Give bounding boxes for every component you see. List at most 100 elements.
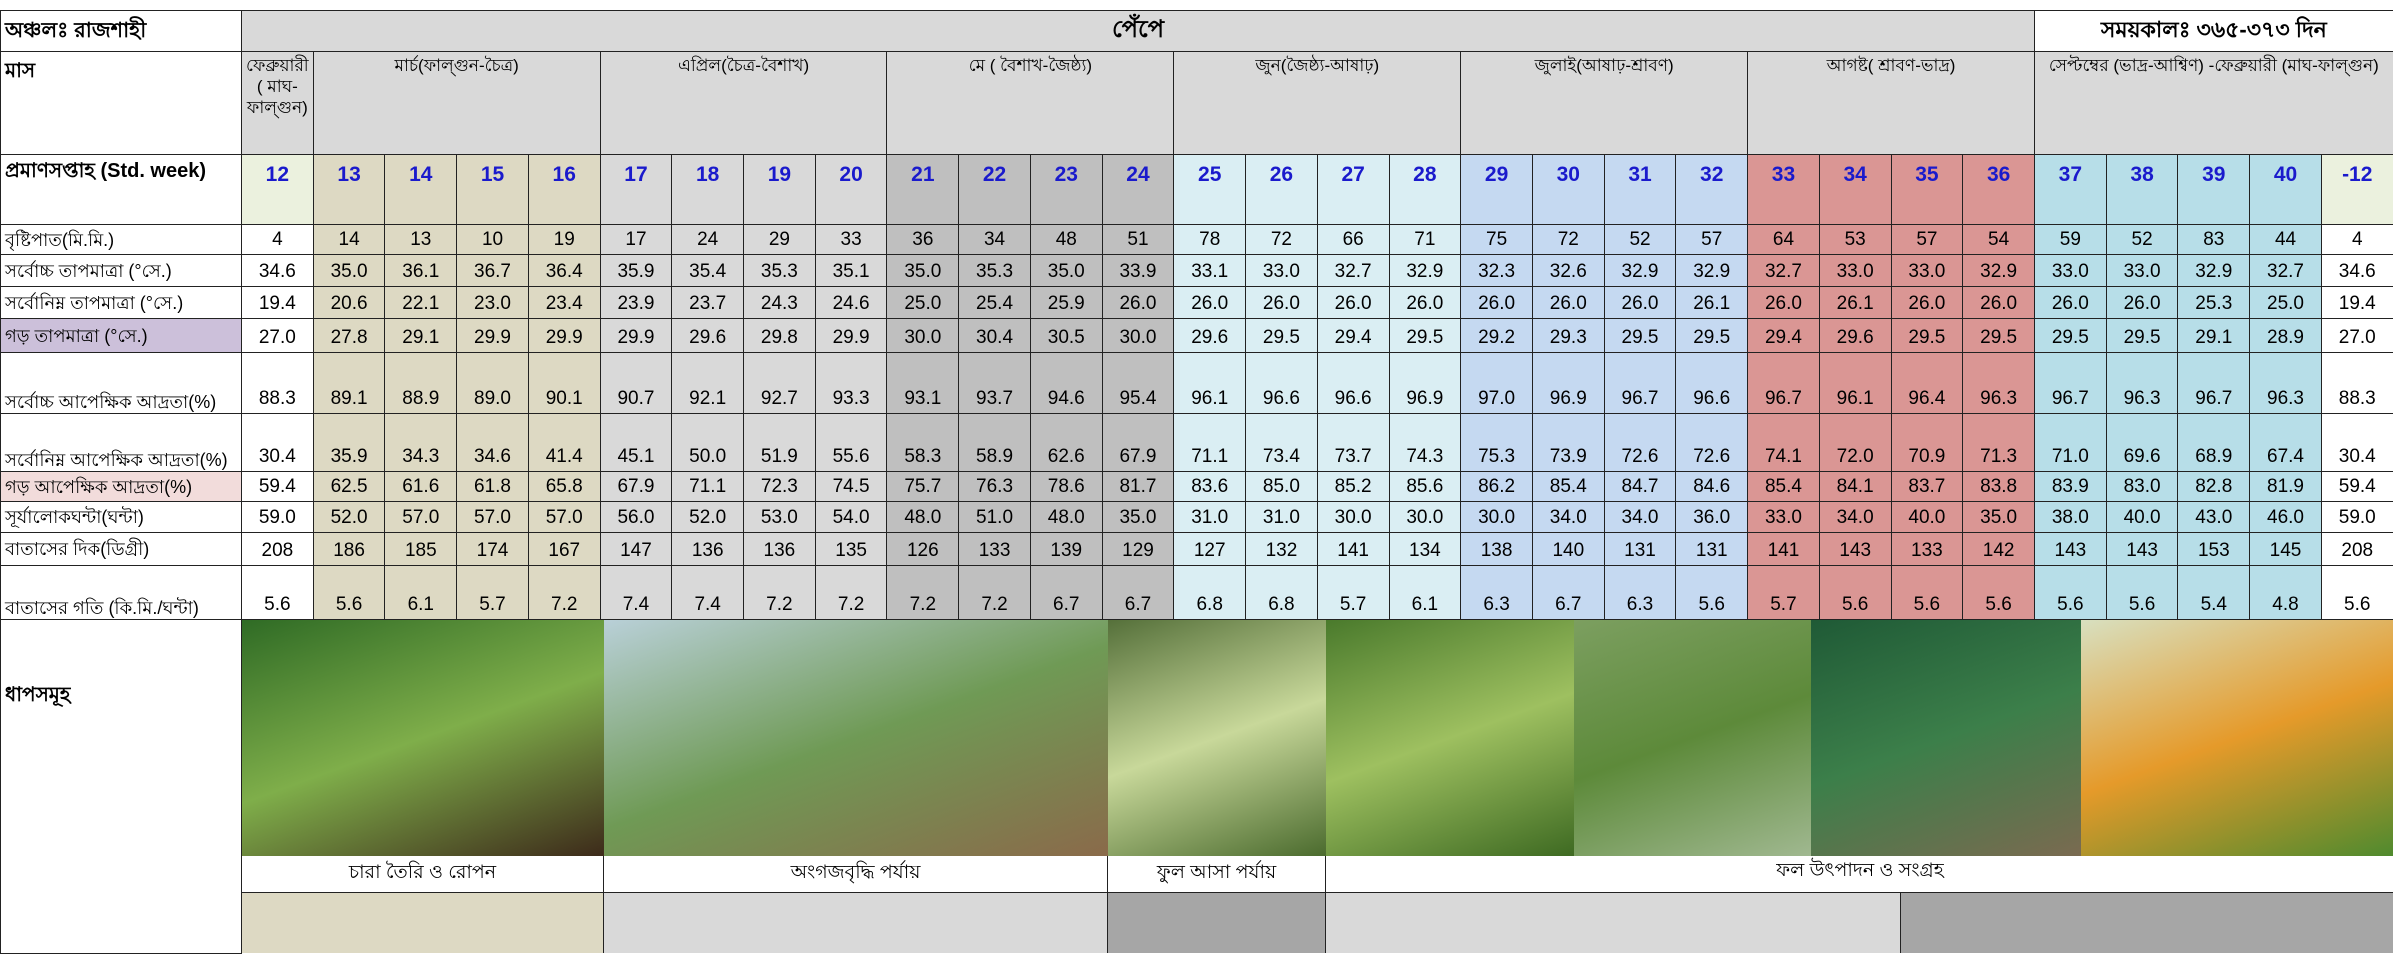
cell: 52.0 <box>313 502 385 533</box>
week: 38 <box>2106 155 2178 225</box>
cell: 5.6 <box>2106 566 2178 620</box>
cell: 81.7 <box>1102 472 1174 502</box>
cell: 96.1 <box>1819 353 1891 414</box>
cell: 7.4 <box>600 566 672 620</box>
cell: 96.7 <box>1604 353 1676 414</box>
cell: 129 <box>1102 533 1174 566</box>
cell: 30.0 <box>1389 502 1461 533</box>
cell: 72 <box>1246 225 1318 255</box>
cell: 27.0 <box>242 319 314 353</box>
cell: 35.3 <box>959 255 1031 287</box>
stage-band <box>1901 893 2393 953</box>
cell: 31.0 <box>1246 502 1318 533</box>
cell: 26.0 <box>1748 287 1820 319</box>
week: 19 <box>744 155 816 225</box>
cell: 25.9 <box>1030 287 1102 319</box>
row-label: সর্বোনিম্ন আপেক্ষিক আদ্রতা(%) <box>1 414 242 472</box>
cell: 85.0 <box>1246 472 1318 502</box>
stage-caption: অংগজবৃদ্ধি পর্যায় <box>604 856 1108 892</box>
cell: 25.4 <box>959 287 1031 319</box>
cell: 29.6 <box>672 319 744 353</box>
cell: 30.4 <box>242 414 314 472</box>
cell: 83.6 <box>1174 472 1246 502</box>
cell: 6.7 <box>1532 566 1604 620</box>
cell: 32.9 <box>1676 255 1748 287</box>
cell: 48 <box>1030 225 1102 255</box>
month: জুলাই(আষাঢ়-শ্রাবণ) <box>1461 52 1748 155</box>
cell: 64 <box>1748 225 1820 255</box>
cell: 6.1 <box>1389 566 1461 620</box>
cell: 30.0 <box>887 319 959 353</box>
cell: 29.1 <box>2178 319 2250 353</box>
cell: 32.7 <box>2250 255 2322 287</box>
cell: 26.0 <box>1389 287 1461 319</box>
cell: 70.9 <box>1891 414 1963 472</box>
week: 35 <box>1891 155 1963 225</box>
week: 13 <box>313 155 385 225</box>
cell: 31.0 <box>1174 502 1246 533</box>
cell: 96.3 <box>2250 353 2322 414</box>
cell: 81.9 <box>2250 472 2322 502</box>
cell: 96.1 <box>1174 353 1246 414</box>
month: মার্চ(ফাল্গুন-চৈত্র) <box>313 52 600 155</box>
cell: 43.0 <box>2178 502 2250 533</box>
cell: 85.4 <box>1748 472 1820 502</box>
cell: 96.6 <box>1317 353 1389 414</box>
cell: 93.3 <box>815 353 887 414</box>
cell: 29.3 <box>1532 319 1604 353</box>
cell: 26.0 <box>2106 287 2178 319</box>
cell: 96.6 <box>1246 353 1318 414</box>
cell: 24 <box>672 225 744 255</box>
cell: 34.6 <box>242 255 314 287</box>
cell: 133 <box>1891 533 1963 566</box>
cell: 78 <box>1174 225 1246 255</box>
cell: 28.9 <box>2250 319 2322 353</box>
cell: 89.1 <box>313 353 385 414</box>
cell: 74.5 <box>815 472 887 502</box>
cell: 85.2 <box>1317 472 1389 502</box>
region: অঞ্চলঃ রাজশাহী <box>1 11 242 52</box>
cell: 135 <box>815 533 887 566</box>
cell: 4 <box>242 225 314 255</box>
row-label: সর্বোচ্চ তাপমাত্রা (°সে.) <box>1 255 242 287</box>
cell: 57.0 <box>457 502 529 533</box>
cell: 5.7 <box>1748 566 1820 620</box>
cell: 5.6 <box>242 566 314 620</box>
cell: 29.9 <box>815 319 887 353</box>
cell: 14 <box>313 225 385 255</box>
cell: 5.6 <box>313 566 385 620</box>
cell: 83.8 <box>1963 472 2035 502</box>
cell: 29 <box>744 225 816 255</box>
stage-band <box>604 893 1108 953</box>
cell: 35.0 <box>1030 255 1102 287</box>
cell: 7.2 <box>815 566 887 620</box>
cell: 71.1 <box>1174 414 1246 472</box>
cell: 143 <box>2106 533 2178 566</box>
cell: 5.6 <box>1963 566 2035 620</box>
cell: 174 <box>457 533 529 566</box>
cell: 136 <box>744 533 816 566</box>
cell: 33.0 <box>2106 255 2178 287</box>
row-label: বৃষ্টিপাত(মি.মি.) <box>1 225 242 255</box>
cell: 25.3 <box>2178 287 2250 319</box>
crop-title: পেঁপে <box>242 11 2035 52</box>
cell: 29.9 <box>600 319 672 353</box>
cell: 27.8 <box>313 319 385 353</box>
photo <box>2081 620 2393 856</box>
month: এপ্রিল(চৈত্র-বৈশাখ) <box>600 52 887 155</box>
week: 40 <box>2250 155 2322 225</box>
cell: 7.2 <box>744 566 816 620</box>
cell: 29.5 <box>1891 319 1963 353</box>
cell: 36 <box>887 225 959 255</box>
cell: 131 <box>1676 533 1748 566</box>
cell: 6.3 <box>1461 566 1533 620</box>
cell: 26.0 <box>1317 287 1389 319</box>
photo <box>1574 620 1811 856</box>
week: 32 <box>1676 155 1748 225</box>
